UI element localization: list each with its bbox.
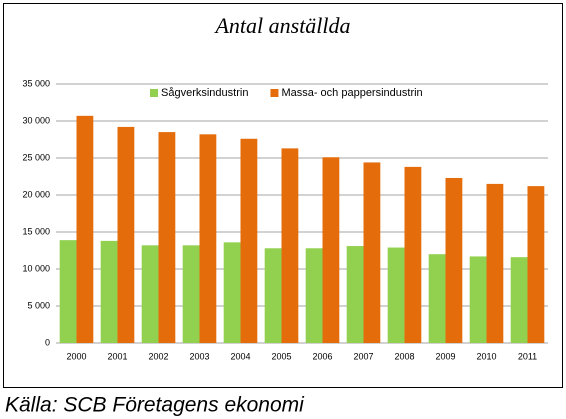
- legend-swatch: [270, 89, 279, 97]
- chart-frame: [3, 3, 563, 388]
- bar: [141, 245, 159, 343]
- y-tick-label: 5 000: [27, 300, 50, 310]
- x-tick-label: 2010: [476, 351, 496, 361]
- bar: [486, 183, 504, 343]
- y-tick-label: 25 000: [22, 152, 50, 162]
- bar: [59, 240, 77, 343]
- y-tick-label: 30 000: [22, 115, 50, 125]
- legend-swatch: [150, 89, 158, 97]
- bar: [199, 134, 217, 343]
- bar: [322, 157, 340, 343]
- x-tick-label: 2004: [230, 351, 250, 361]
- y-tick-label: 15 000: [22, 226, 50, 236]
- y-tick-label: 10 000: [22, 263, 50, 273]
- x-tick-label: 2007: [353, 351, 373, 361]
- bar: [346, 246, 364, 343]
- legend-label: Sågverksindustrin: [161, 87, 248, 99]
- bar: [100, 240, 118, 343]
- x-tick-label: 2009: [435, 351, 455, 361]
- bar: [527, 186, 545, 343]
- bar: [387, 247, 405, 343]
- bar: [264, 248, 282, 343]
- bar: [76, 115, 94, 343]
- x-tick-label: 2001: [107, 351, 127, 361]
- y-tick-label: 0: [45, 337, 50, 347]
- x-tick-label: 2005: [271, 351, 291, 361]
- x-tick-label: 2000: [66, 351, 86, 361]
- bar: [428, 254, 446, 343]
- bar: [469, 256, 487, 343]
- bar: [117, 126, 135, 343]
- y-tick-label: 35 000: [22, 78, 50, 88]
- bar: [281, 148, 299, 343]
- bar: [223, 242, 241, 343]
- x-tick-label: 2008: [394, 351, 414, 361]
- y-tick-label: 20 000: [22, 189, 50, 199]
- x-tick-label: 2011: [518, 351, 537, 361]
- bar: [510, 257, 528, 343]
- x-tick-label: 2003: [189, 351, 209, 361]
- bar: [363, 162, 381, 343]
- x-tick-label: 2006: [312, 351, 332, 361]
- bar: [404, 166, 422, 343]
- legend-label: Massa- och pappersindustrin: [281, 87, 422, 99]
- source-note: Källa: SCB Företagens ekonomi: [5, 394, 305, 417]
- chart-title: Antal anställda: [213, 13, 350, 38]
- x-tick-label: 2002: [148, 351, 168, 361]
- bar: [240, 138, 258, 343]
- bar: [305, 248, 323, 343]
- bar: [445, 177, 463, 343]
- bar: [158, 132, 176, 343]
- bar: [182, 245, 200, 343]
